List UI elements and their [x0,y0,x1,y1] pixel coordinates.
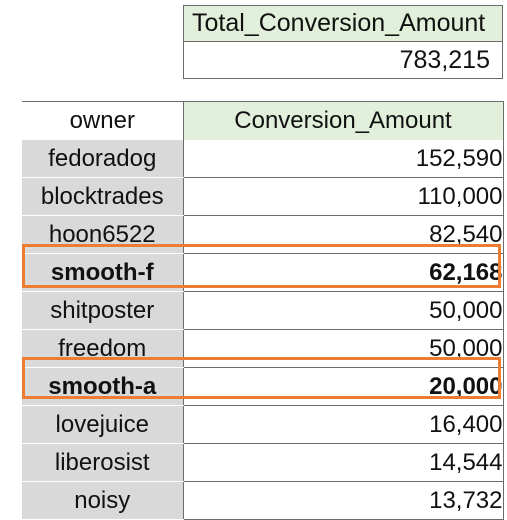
amount-cell[interactable]: 14,544 [183,443,504,482]
amount-cell[interactable]: 62,168 [183,253,504,292]
total-conversion-value[interactable]: 783,215 [183,42,503,79]
amount-cell[interactable]: 13,732 [183,481,504,520]
amount-cell[interactable]: 152,590 [183,140,504,178]
owner-cell[interactable]: noisy [22,481,184,520]
table-row-highlighted: smooth-f 62,168 [22,253,504,292]
table-header-row: owner Conversion_Amount [22,101,504,140]
table-row: hoon6522 82,540 [22,215,504,254]
owner-cell[interactable]: freedom [22,329,184,368]
amount-cell[interactable]: 16,400 [183,405,504,444]
owner-cell[interactable]: smooth-f [22,253,184,292]
amount-cell[interactable]: 82,540 [183,215,504,254]
owner-cell[interactable]: smooth-a [22,367,184,406]
owner-cell[interactable]: shitposter [22,291,184,330]
owner-cell[interactable]: liberosist [22,443,184,482]
owner-cell[interactable]: hoon6522 [22,215,184,254]
table-row: blocktrades 110,000 [22,177,504,216]
amount-cell[interactable]: 20,000 [183,367,504,406]
amount-cell[interactable]: 50,000 [183,329,504,368]
owner-cell[interactable]: blocktrades [22,177,184,216]
total-summary: Total_Conversion_Amount 783,215 [183,5,503,79]
amount-cell[interactable]: 110,000 [183,177,504,216]
owner-cell[interactable]: fedoradog [22,140,184,178]
conversion-amount-column-header[interactable]: Conversion_Amount [183,101,504,140]
owner-cell[interactable]: lovejuice [22,405,184,444]
conversion-table: owner Conversion_Amount fedoradog 152,59… [22,101,504,520]
table-row: fedoradog 152,590 [22,140,504,178]
table-row-highlighted: smooth-a 20,000 [22,367,504,406]
table-row: noisy 13,732 [22,481,504,520]
table-row: shitposter 50,000 [22,291,504,330]
total-conversion-header[interactable]: Total_Conversion_Amount [183,5,503,42]
owner-column-header[interactable]: owner [22,101,184,140]
table-row: liberosist 14,544 [22,443,504,482]
table-row: lovejuice 16,400 [22,405,504,444]
amount-cell[interactable]: 50,000 [183,291,504,330]
table-row: freedom 50,000 [22,329,504,368]
